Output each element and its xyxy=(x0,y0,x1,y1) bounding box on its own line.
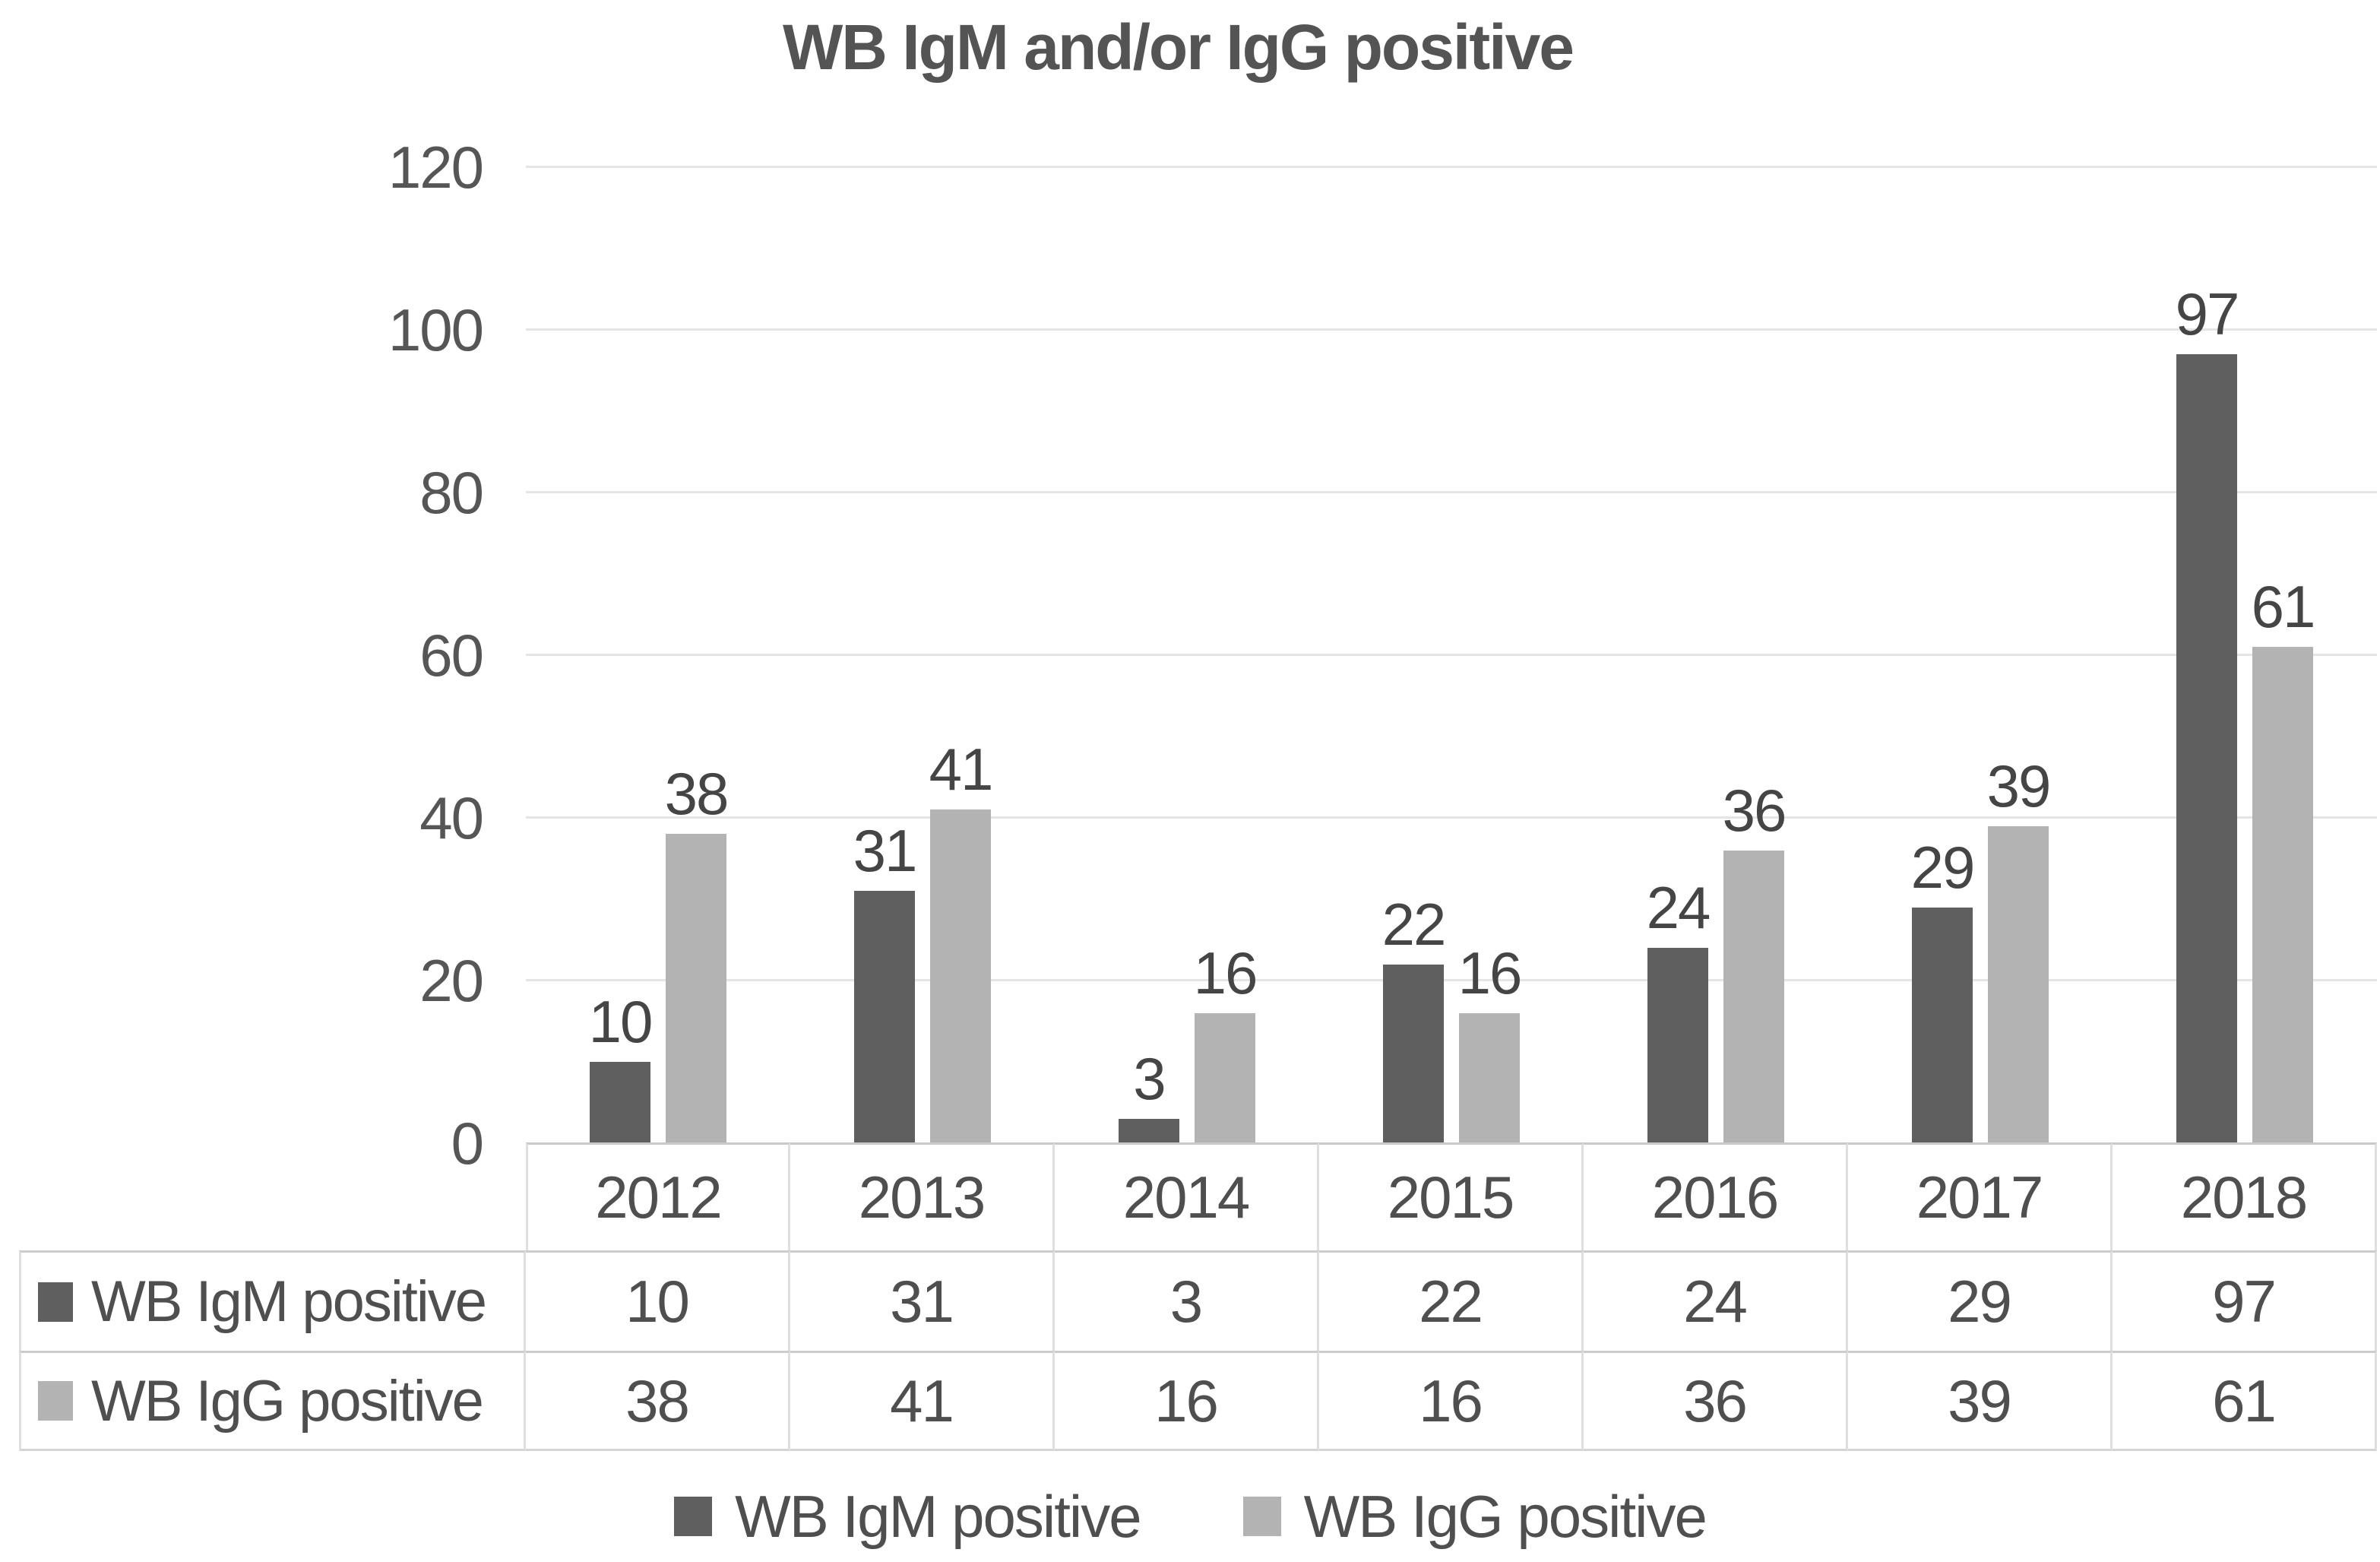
bar-wb-igg-positive-2016 xyxy=(1723,850,1784,1143)
data-label-wb-igg-positive-2015: 16 xyxy=(1457,939,1523,1006)
table-value-wb-igg-positive-2018: 61 xyxy=(2113,1351,2377,1451)
gridline xyxy=(526,979,2377,981)
gridline xyxy=(526,654,2377,656)
bar-wb-igg-positive-2013 xyxy=(930,810,991,1143)
table-value-wb-igm-positive-2017: 29 xyxy=(1848,1250,2113,1351)
data-label-wb-igg-positive-2018: 61 xyxy=(2251,573,2316,641)
bar-wb-igm-positive-2017 xyxy=(1912,907,1973,1143)
data-label-wb-igm-positive-2014: 3 xyxy=(1133,1044,1166,1112)
table-series-label-cell: WB IgG positive xyxy=(19,1351,526,1451)
y-axis-tick-label: 0 xyxy=(451,1110,484,1177)
series-key-swatch-wb-igg-positive xyxy=(38,1381,73,1421)
data-label-wb-igm-positive-2016: 24 xyxy=(1646,874,1711,942)
bar-wb-igg-positive-2015 xyxy=(1459,1012,1520,1143)
y-axis-tick-label: 80 xyxy=(419,459,484,526)
table-value-wb-igm-positive-2014: 3 xyxy=(1055,1250,1319,1351)
table-year-header-2012: 2012 xyxy=(526,1142,790,1250)
gridline xyxy=(526,491,2377,493)
bar-group-2013: 31 41 xyxy=(790,167,1055,1143)
chart-title: WB IgM and/or IgG positive xyxy=(783,11,1575,83)
table-corner-spacer xyxy=(19,1142,526,1250)
bar-wb-igm-positive-2012 xyxy=(590,1062,650,1143)
bar-wb-igm-positive-2016 xyxy=(1647,948,1708,1143)
bar-wb-igg-positive-2012 xyxy=(666,834,726,1143)
table-value-wb-igg-positive-2013: 41 xyxy=(790,1351,1055,1451)
table-value-wb-igg-positive-2015: 16 xyxy=(1319,1351,1584,1451)
table-row-wb-igg-positive: WB IgG positive 38 41 16 16 36 39 61 xyxy=(19,1351,2377,1451)
y-axis-tick-label: 60 xyxy=(419,622,484,689)
table-year-header-2016: 2016 xyxy=(1584,1142,1848,1250)
series-name-label: WB IgG positive xyxy=(91,1368,484,1434)
bar-wb-igg-positive-2017 xyxy=(1988,825,2049,1143)
data-label-wb-igg-positive-2017: 39 xyxy=(1986,752,2052,819)
bar-wb-igg-positive-2018 xyxy=(2252,647,2313,1143)
table-year-header-2017: 2017 xyxy=(1848,1142,2113,1250)
data-label-wb-igm-positive-2018: 97 xyxy=(2175,280,2240,348)
bar-wb-igm-positive-2015 xyxy=(1383,964,1444,1143)
data-label-wb-igg-positive-2016: 36 xyxy=(1722,776,1787,844)
table-year-header-2013: 2013 xyxy=(790,1142,1055,1250)
table-value-wb-igg-positive-2012: 38 xyxy=(526,1351,790,1451)
data-label-wb-igm-positive-2012: 10 xyxy=(588,988,654,1055)
bar-group-2016: 24 36 xyxy=(1584,167,1848,1143)
bar-wb-igg-positive-2014 xyxy=(1195,1012,1255,1143)
table-series-label-cell: WB IgM positive xyxy=(19,1250,526,1351)
legend-swatch-wb-igm-positive xyxy=(674,1497,713,1536)
table-year-header-2014: 2014 xyxy=(1055,1142,1319,1250)
legend-item-wb-igg-positive: WB IgG positive xyxy=(1242,1483,1707,1550)
data-label-wb-igm-positive-2013: 31 xyxy=(853,817,918,885)
data-label-wb-igg-positive-2014: 16 xyxy=(1193,939,1258,1006)
data-table: 2012 2013 2014 2015 2016 2017 2018 WB IgM posit… xyxy=(19,1142,2377,1451)
legend-swatch-wb-igg-positive xyxy=(1242,1497,1281,1536)
y-axis: 0 20 40 60 80 100 120 xyxy=(0,0,484,1562)
y-axis-tick-label: 120 xyxy=(388,134,484,201)
data-label-wb-igm-positive-2015: 22 xyxy=(1381,890,1447,958)
data-label-wb-igm-positive-2017: 29 xyxy=(1910,833,1976,901)
bar-group-2014: 3 16 xyxy=(1055,167,1319,1143)
bar-wb-igm-positive-2013 xyxy=(854,891,915,1143)
table-value-wb-igm-positive-2016: 24 xyxy=(1584,1250,1848,1351)
y-axis-tick-label: 100 xyxy=(388,296,484,363)
gridline xyxy=(526,816,2377,819)
data-label-wb-igg-positive-2013: 41 xyxy=(929,736,994,803)
legend: WB IgM positive WB IgG positive xyxy=(0,1482,2380,1551)
bar-group-2012: 10 38 xyxy=(526,167,790,1143)
table-value-wb-igg-positive-2016: 36 xyxy=(1584,1351,1848,1451)
y-axis-tick-label: 40 xyxy=(419,784,484,851)
table-year-header-2018: 2018 xyxy=(2113,1142,2377,1250)
series-name-label: WB IgM positive xyxy=(91,1269,487,1334)
y-axis-tick-label: 20 xyxy=(419,947,484,1014)
gridline xyxy=(526,166,2377,168)
legend-item-wb-igm-positive: WB IgM positive xyxy=(674,1483,1142,1550)
table-value-wb-igm-positive-2013: 31 xyxy=(790,1250,1055,1351)
table-value-wb-igm-positive-2015: 22 xyxy=(1319,1250,1584,1351)
bar-group-2018: 97 61 xyxy=(2113,167,2377,1143)
gridline xyxy=(526,328,2377,331)
bar-group-2015: 22 16 xyxy=(1319,167,1584,1143)
table-value-wb-igm-positive-2018: 97 xyxy=(2113,1250,2377,1351)
data-label-wb-igg-positive-2012: 38 xyxy=(664,760,730,828)
plot-area: 10 38 31 41 3 16 22 16 24 36 29 39 97 61 xyxy=(526,166,2377,1143)
table-value-wb-igg-positive-2014: 16 xyxy=(1055,1351,1319,1451)
table-value-wb-igg-positive-2017: 39 xyxy=(1848,1351,2113,1451)
bar-group-2017: 29 39 xyxy=(1848,167,2113,1143)
table-row-wb-igm-positive: WB IgM positive 10 31 3 22 24 29 97 xyxy=(19,1250,2377,1351)
table-value-wb-igm-positive-2012: 10 xyxy=(526,1250,790,1351)
series-key-swatch-wb-igm-positive xyxy=(38,1282,73,1322)
table-year-header-2015: 2015 xyxy=(1319,1142,1584,1250)
bar-wb-igm-positive-2014 xyxy=(1119,1118,1179,1143)
legend-label: WB IgM positive xyxy=(735,1483,1141,1550)
table-year-row: 2012 2013 2014 2015 2016 2017 2018 xyxy=(19,1142,2377,1250)
bar-wb-igm-positive-2018 xyxy=(2176,354,2237,1143)
legend-label: WB IgG positive xyxy=(1303,1483,1707,1550)
